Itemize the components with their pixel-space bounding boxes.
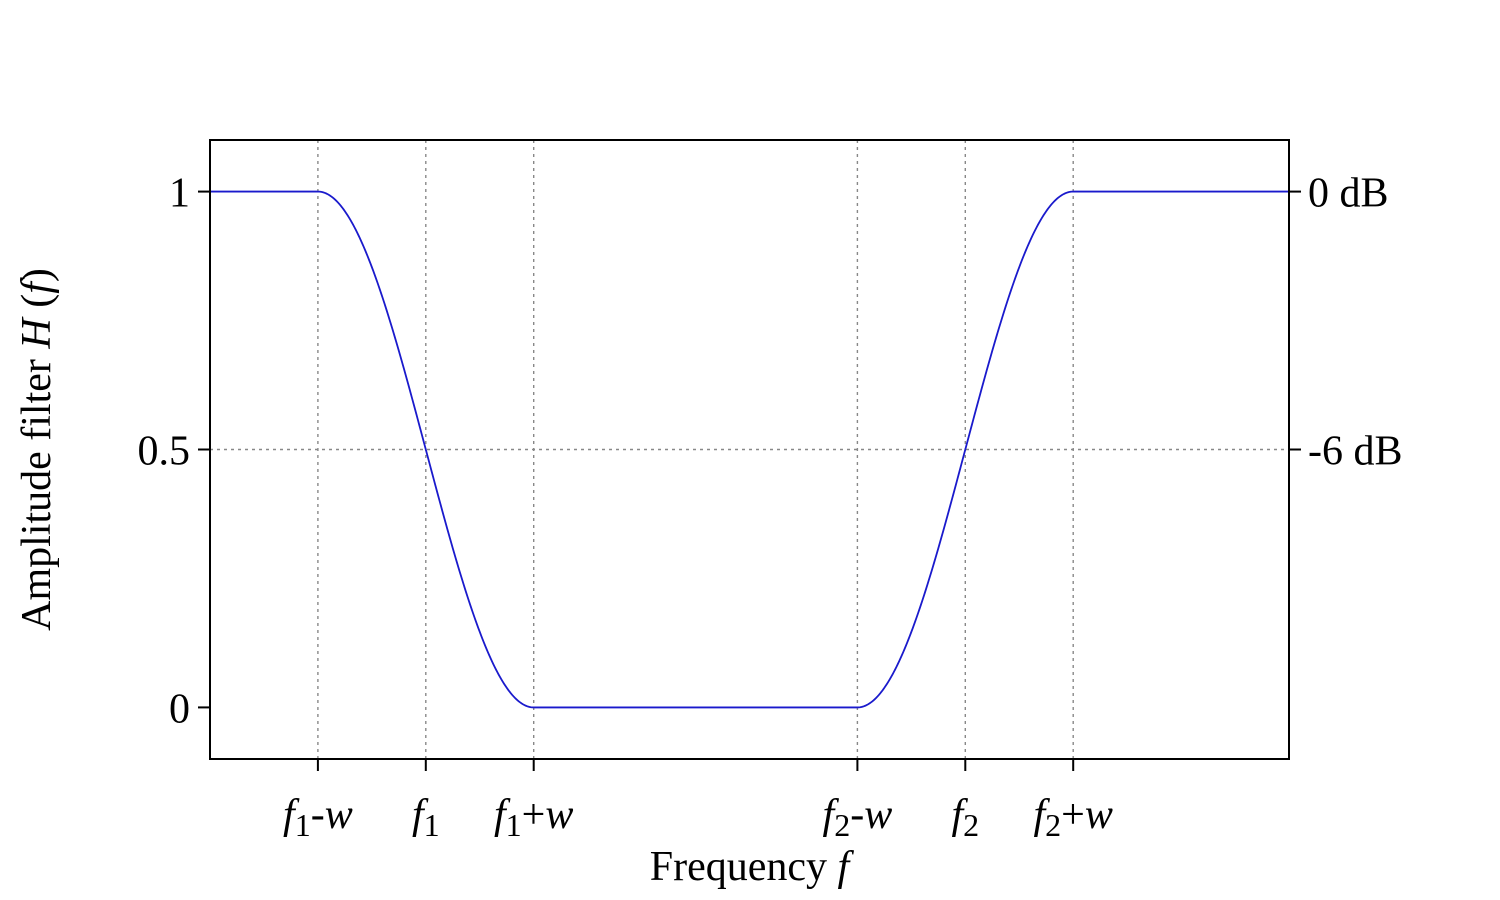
y-axis-label: Amplitude filter H (f) (14, 268, 60, 631)
x-tick-label-sub: 2 (1045, 807, 1061, 843)
x-tick-label-sub: 2 (963, 807, 979, 843)
x-tick-label-rest: w (1085, 792, 1113, 838)
x-axis-label: Frequency f (650, 844, 855, 890)
x-tick-label-sub: 2 (834, 807, 850, 843)
filter-response-line (210, 190, 1289, 709)
x-tick-label-sub: 1 (295, 807, 311, 843)
y-tick-label: 0.5 (138, 429, 191, 475)
x-tick-label-sub: 1 (424, 807, 440, 843)
y-axis-label-open: ( (14, 294, 60, 319)
grid-lines (210, 140, 1289, 759)
x-axis-label-text: Frequency (650, 844, 838, 890)
x-tick-label-op: + (1061, 792, 1085, 838)
y-axis-label-close: ) (14, 268, 60, 282)
y-tick-label: 1 (169, 171, 190, 217)
x-tick-label-rest: w (325, 792, 353, 838)
x-tick-label: f1+w (494, 792, 573, 843)
y-tick-label: 0 (169, 686, 190, 732)
y2-tick-label: 0 dB (1308, 171, 1389, 217)
x-tick-label-op: - (850, 792, 864, 838)
tick-labels: f1-w f1 f1+w f2-w f2 f2+w 0 0.5 1 0 dB -6 dB (138, 171, 1403, 843)
x-tick-label: f1-w (283, 792, 353, 843)
x-tick-label-op: + (522, 792, 546, 838)
x-tick-label: f2-w (823, 792, 893, 843)
x-tick-label-op: - (311, 792, 325, 838)
x-tick-label: f1 (412, 792, 440, 843)
x-tick-label: f2 (951, 792, 979, 843)
x-tick-label-rest: w (864, 792, 892, 838)
tick-marks (198, 190, 1301, 771)
x-axis-label-var: f (838, 844, 855, 890)
y2-tick-label: -6 dB (1308, 429, 1403, 475)
series-layer (210, 190, 1289, 709)
y-axis-label-var: H (14, 316, 60, 350)
y-axis-label-text: Amplitude filter (14, 349, 60, 631)
x-tick-label-rest: w (545, 792, 573, 838)
x-tick-label-sub: 1 (506, 807, 522, 843)
x-tick-label: f2+w (1034, 792, 1113, 843)
